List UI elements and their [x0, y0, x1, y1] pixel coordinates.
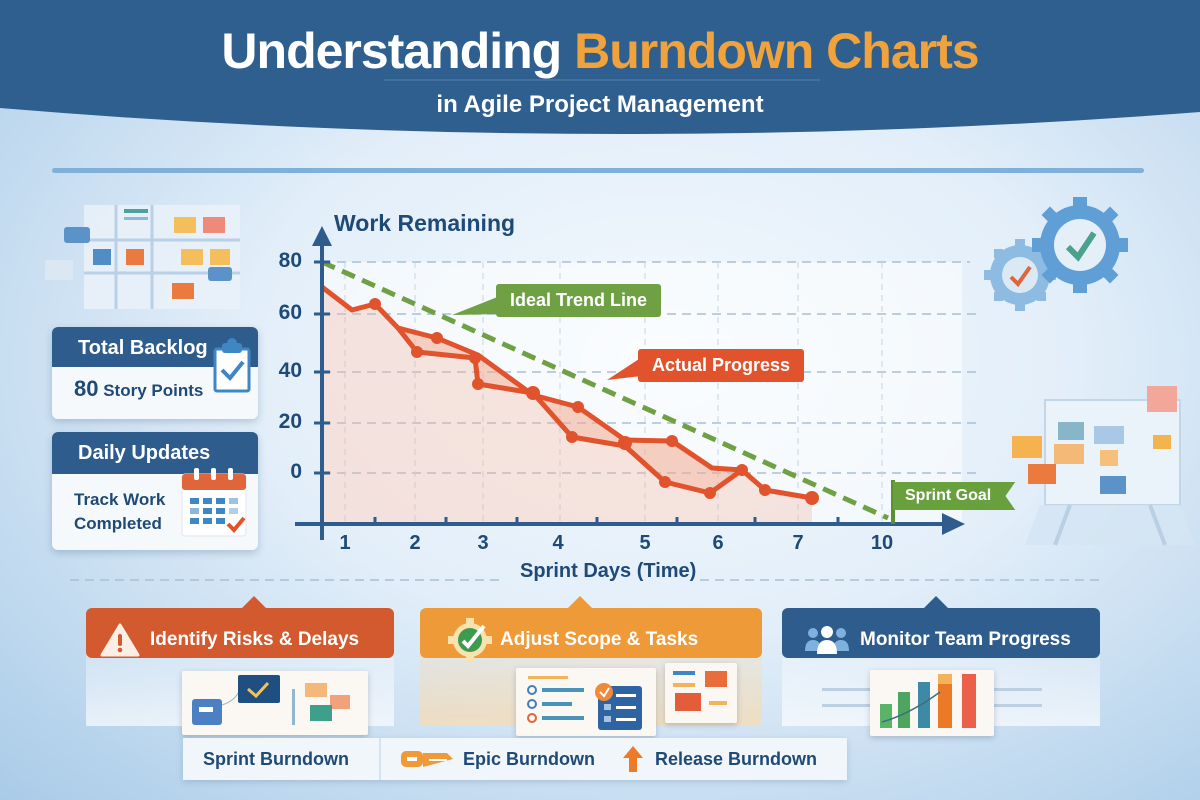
actual-progress-markers [369, 298, 819, 505]
x-axis-label: Sprint Days (Time) [520, 560, 697, 582]
y-tick: 80 [278, 249, 302, 272]
task-board-illustration [1012, 386, 1195, 546]
x-tick: 4 [552, 532, 564, 554]
adjust-scope-panel: Adjust Scope & Tasks [420, 596, 762, 736]
kanban-mini-illustration [665, 663, 737, 723]
gear-check-illustration [984, 197, 1128, 311]
backlog-value: 80 [74, 376, 99, 401]
daily-updates-title: Daily Updates [52, 432, 258, 474]
backlog-unit: Story Points [103, 381, 204, 400]
x-tick: 2 [409, 532, 421, 554]
legend-sprint-burndown[interactable]: Sprint Burndown [183, 738, 379, 780]
x-tick: 10 [870, 532, 894, 554]
x-axis-arrow [942, 513, 965, 535]
y-tick: 40 [278, 359, 302, 382]
y-axis-arrow [312, 226, 332, 246]
monitor-team-label: Monitor Team Progress [860, 629, 1071, 650]
total-backlog-body: 80 Story Points [52, 367, 258, 402]
total-backlog-card: Total Backlog 80 Story Points [52, 327, 258, 419]
y-tick: 20 [278, 410, 302, 433]
bar-chart-icon [870, 670, 994, 736]
y-tick: 0 [290, 460, 302, 483]
identify-risks-panel: Identify Risks & Delays [86, 596, 394, 735]
identify-risks-header: Identify Risks & Delays [86, 596, 394, 658]
actual-progress-callout: Actual Progress [638, 349, 805, 382]
daily-line2: Completed [74, 514, 162, 533]
legend-label: Sprint Burndown [203, 748, 349, 769]
burndown-types-legend: Sprint Burndown Epic Burndown Release Bu… [183, 738, 847, 780]
warning-icon [100, 623, 140, 657]
daily-updates-card: Daily Updates Track Work Completed [52, 432, 258, 550]
header-band [0, 0, 1200, 135]
clipboard-check-icon [213, 338, 251, 393]
x-tick: 6 [712, 532, 724, 554]
x-tick: 1 [339, 532, 351, 554]
calendar-check-icon [181, 468, 247, 537]
monitor-team-panel: Monitor Team Progress [782, 596, 1100, 736]
y-tick: 60 [278, 301, 302, 324]
title-main: Understanding [221, 23, 562, 79]
daily-line1: Track Work [74, 490, 166, 509]
daily-updates-body: Track Work Completed [52, 474, 258, 536]
sprint-goal-flag: Sprint Goal [893, 482, 1016, 510]
risk-workflow-illustration [182, 671, 368, 735]
legend-release-label[interactable]: Release Burndown [655, 748, 818, 769]
adjust-scope-header: Adjust Scope & Tasks [420, 596, 762, 662]
grid-lines [70, 261, 1100, 581]
x-tick: 7 [792, 532, 804, 554]
monitor-team-header: Monitor Team Progress [782, 596, 1100, 658]
page-title: Understanding Burndown Charts [0, 22, 1200, 80]
ideal-trend-line [320, 259, 890, 521]
epic-icon [401, 751, 453, 767]
x-tick: 3 [477, 532, 489, 554]
kanban-board-icon [45, 205, 240, 309]
x-tick: 5 [639, 532, 651, 554]
identify-risks-label: Identify Risks & Delays [150, 629, 360, 650]
legend-epic-label[interactable]: Epic Burndown [463, 748, 595, 769]
page-subtitle: in Agile Project Management [436, 91, 764, 118]
header-divider [52, 168, 1144, 173]
adjust-scope-label: Adjust Scope & Tasks [500, 629, 699, 650]
legend-epic-release: Epic Burndown Release Burndown [379, 738, 847, 780]
arrow-up-icon [623, 746, 643, 772]
ideal-trend-callout: Ideal Trend Line [496, 284, 662, 317]
gear-check-icon [448, 618, 492, 662]
chart-title: Work Remaining [334, 210, 516, 236]
task-list-illustration [516, 668, 656, 736]
title-accent: Burndown Charts [574, 23, 979, 79]
team-icon [805, 626, 849, 654]
